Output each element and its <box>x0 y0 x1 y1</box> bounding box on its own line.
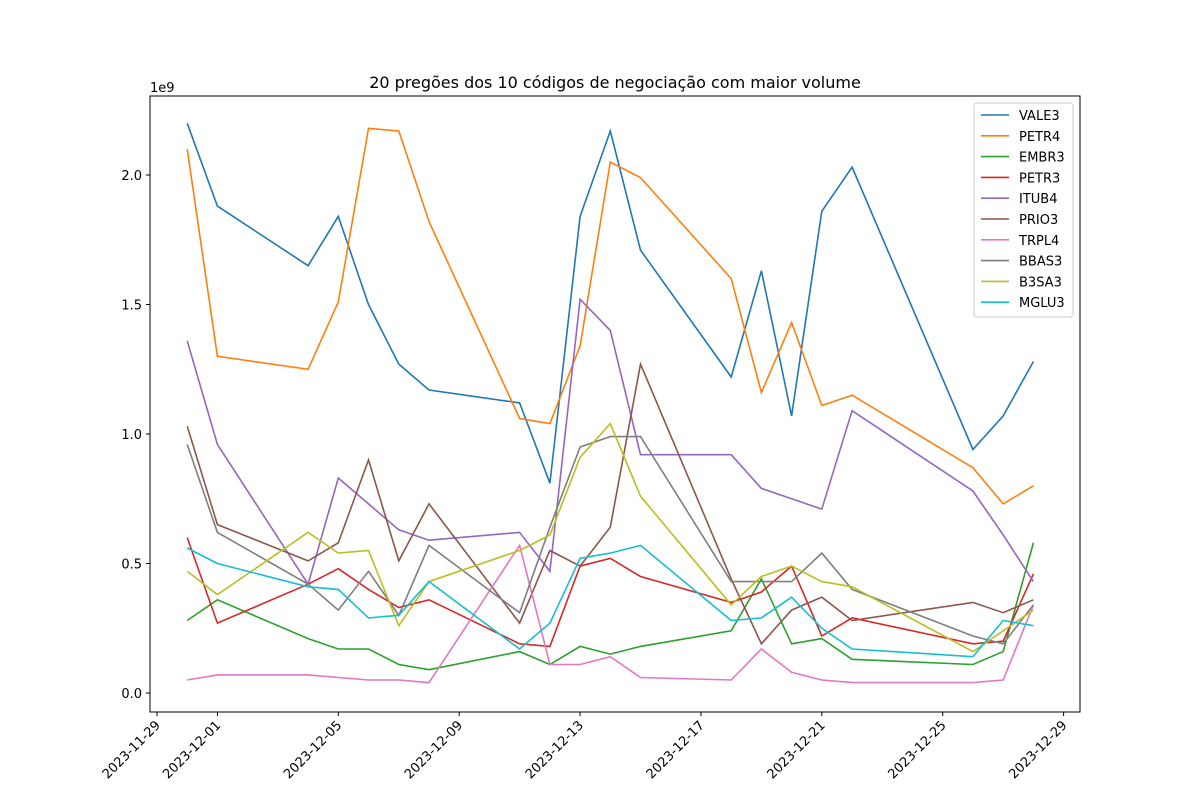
legend-label: TRPL4 <box>1018 234 1059 249</box>
x-tick-label: 2023-11-29 <box>100 718 164 782</box>
y-tick-label: 0.0 <box>121 687 142 702</box>
y-tick-label: 1.5 <box>121 299 142 314</box>
series-line-b3sa3 <box>186 422 1034 653</box>
series-line-petr3 <box>186 537 1035 648</box>
plot-area <box>149 95 1081 713</box>
series-line-mglu3 <box>186 544 1034 658</box>
x-tick-label: 2023-12-17 <box>644 718 708 782</box>
series-line-vale3 <box>186 122 1035 484</box>
legend-label: PETR4 <box>1019 130 1060 145</box>
series-line-embr3 <box>186 542 1035 671</box>
legend-label: ITUB4 <box>1019 192 1057 207</box>
legend-label: BBAS3 <box>1019 255 1062 270</box>
y-tick-label: 0.5 <box>121 558 142 573</box>
series-line-itub4 <box>186 297 1035 587</box>
y-offset-label: 1e9 <box>150 81 175 96</box>
legend-label: VALE3 <box>1019 109 1060 124</box>
legend-label: PETR3 <box>1019 171 1060 186</box>
x-tick-label: 2023-12-21 <box>765 718 829 782</box>
x-tick-label: 2023-12-01 <box>160 718 224 782</box>
legend: VALE3 PETR4 EMBR3 PETR3 ITUB4 PRIO3 TRPL4 BBAS3… <box>973 102 1074 318</box>
x-tick-label: 2023-12-25 <box>886 718 950 782</box>
x-tick-label: 2023-12-13 <box>523 718 587 782</box>
x-tick-label: 2023-12-29 <box>1006 718 1070 782</box>
y-axis: 0.0 0.5 1.0 1.5 2.0 <box>121 169 150 702</box>
series-line-bbas3 <box>186 435 1035 645</box>
series-line-prio3 <box>186 361 1034 646</box>
chart-title: 20 pregões dos 10 códigos de negociação … <box>369 73 861 92</box>
series-line-petr4 <box>186 127 1034 505</box>
x-tick-label: 2023-12-05 <box>281 718 345 782</box>
legend-label: PRIO3 <box>1019 213 1058 228</box>
series-line-trpl4 <box>187 543 1035 684</box>
legend-label: EMBR3 <box>1019 151 1065 166</box>
y-tick-label: 2.0 <box>121 169 142 184</box>
series-lines <box>186 122 1035 684</box>
legend-label: MGLU3 <box>1019 296 1065 311</box>
legend-label: B3SA3 <box>1019 275 1062 290</box>
x-tick-label: 2023-12-09 <box>402 718 466 782</box>
y-tick-label: 1.0 <box>121 428 142 443</box>
